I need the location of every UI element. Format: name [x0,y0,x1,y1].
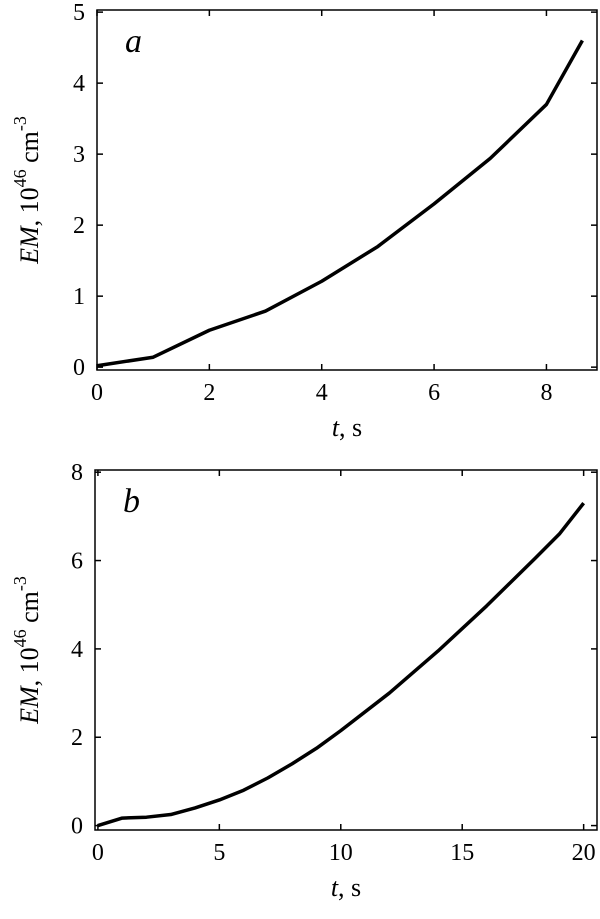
y-label-part: cm [15,591,44,629]
y-label-part: EM [15,225,44,265]
y-label-part: EM [15,685,44,725]
x-tick-label: 10 [329,840,353,866]
x-tick-label: 2 [203,380,215,406]
plot-frame [96,9,598,371]
y-label-part: cm [15,131,44,169]
y-tick-label: 2 [71,725,83,751]
y-axis-label: EM, 1046 cm-3 [10,576,44,725]
y-label-part: , 10 [15,187,44,226]
y-tick-label: 1 [73,284,85,310]
x-axis-label: t, s [332,413,362,442]
y-tick-label: 6 [71,549,83,575]
y-label-part: -3 [10,576,30,591]
y-label-part: 46 [10,629,30,647]
y-tick-label: 2 [73,213,85,239]
x-axis-label: t, s [331,873,361,902]
y-tick-label: 3 [73,142,85,168]
x-tick-label: 6 [428,380,440,406]
y-label-part: 46 [10,169,30,187]
y-tick-label: 4 [73,71,85,97]
x-tick-label: 20 [572,840,596,866]
x-label-part: t [331,873,339,902]
y-label-part: , 10 [15,647,44,686]
y-axis-label: EM, 1046 cm-3 [10,116,44,265]
y-tick-label: 8 [71,460,83,486]
y-tick-label: 0 [73,355,85,381]
data-line [97,502,586,828]
x-label-part: , s [339,413,362,442]
y-label-part: -3 [10,116,30,131]
x-tick-label: 0 [91,380,103,406]
x-tick-label: 15 [450,840,474,866]
panel-label: b [123,483,140,520]
panel-label: a [125,23,142,60]
y-tick-label: 4 [71,637,83,663]
plot-frame [94,469,598,831]
x-tick-label: 4 [316,380,328,406]
x-tick-label: 8 [540,380,552,406]
x-label-part: t [332,413,340,442]
y-tick-label: 0 [71,814,83,840]
x-label-part: , s [338,873,361,902]
x-tick-label: 0 [92,840,104,866]
y-tick-label: 5 [73,0,85,26]
data-line [96,39,584,368]
x-tick-label: 5 [213,840,225,866]
